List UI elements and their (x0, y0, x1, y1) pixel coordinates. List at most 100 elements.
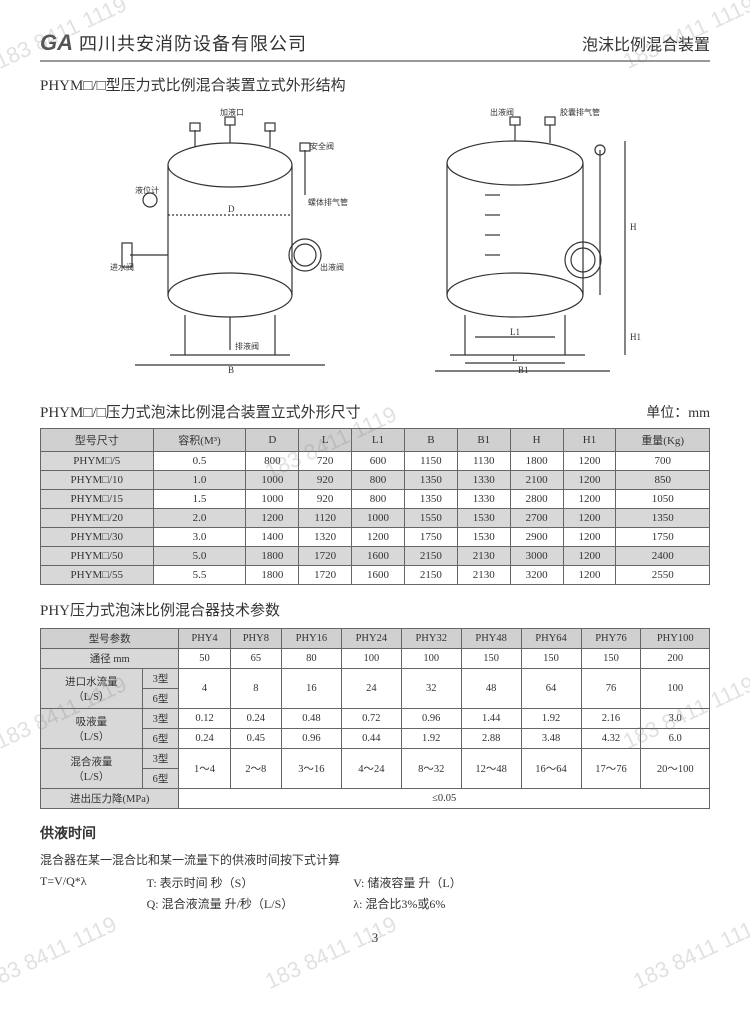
table-header: 重量(Kg) (616, 429, 710, 452)
table-cell: 2130 (457, 566, 510, 585)
table-cell: PHYM□/5 (41, 452, 154, 471)
table-header: B1 (457, 429, 510, 452)
svg-text:排液阀: 排液阀 (235, 341, 259, 351)
table-cell: 0.96 (401, 709, 461, 729)
table-cell: PHYM□/10 (41, 471, 154, 490)
table-cell: 2550 (616, 566, 710, 585)
table-cell: 800 (352, 471, 405, 490)
table-cell: 150 (581, 649, 641, 669)
table-cell: 1750 (616, 528, 710, 547)
table-cell: 1800 (510, 452, 563, 471)
table-cell: 5.0 (153, 547, 246, 566)
section2-bar: PHYM□/□压力式泡沫比例混合装置立式外形尺寸 单位：mm (40, 395, 710, 428)
table-cell: 1350 (404, 490, 457, 509)
table-cell: 65 (230, 649, 281, 669)
table-cell: 1000 (246, 490, 299, 509)
table-cell: 2100 (510, 471, 563, 490)
svg-text:H: H (630, 222, 637, 232)
table-cell: 3.0 (153, 528, 246, 547)
table-cell: 1200 (352, 528, 405, 547)
def-Q: Q: 混合液流量 升/秒（L/S） (147, 895, 294, 912)
table-cell: 0.45 (230, 729, 281, 749)
table-cell: 800 (352, 490, 405, 509)
table-cell: 8～32 (401, 749, 461, 789)
table-header: PHY8 (230, 629, 281, 649)
watermark: 183 8411 1119 (261, 911, 401, 995)
svg-text:出液阀: 出液阀 (490, 107, 514, 117)
table-cell: 2.88 (461, 729, 521, 749)
table-cell: 2800 (510, 490, 563, 509)
row-sublabel: 6型 (142, 729, 179, 749)
table-cell: 2400 (616, 547, 710, 566)
table-cell: 1350 (404, 471, 457, 490)
def-T: T: 表示时间 秒（S） (147, 874, 294, 891)
dimensions-table: 型号尺寸容积(M³)DLL1BB1HH1重量(Kg)PHYM□/50.58007… (40, 428, 710, 585)
table-cell: 800 (246, 452, 299, 471)
supply-defs: T=V/Q*λ T: 表示时间 秒（S） Q: 混合液流量 升/秒（L/S） V… (40, 874, 710, 912)
table-cell: 1.5 (153, 490, 246, 509)
table-header: H1 (563, 429, 616, 452)
svg-text:B1: B1 (518, 365, 529, 375)
table-cell: 1～4 (179, 749, 230, 789)
table-cell: 2130 (457, 547, 510, 566)
table-cell: 6.0 (641, 729, 710, 749)
section1-title: PHYM□/□型压力式比例混合装置立式外形结构 (40, 74, 710, 95)
table-cell: 1200 (563, 528, 616, 547)
table-cell: 1050 (616, 490, 710, 509)
table-cell: 2150 (404, 547, 457, 566)
table-cell: 700 (616, 452, 710, 471)
table-header: L (299, 429, 352, 452)
table-cell: 1130 (457, 452, 510, 471)
svg-text:出液阀: 出液阀 (320, 262, 344, 272)
table-cell: 1200 (563, 566, 616, 585)
svg-text:D: D (228, 204, 235, 214)
table-cell: 16～64 (521, 749, 581, 789)
svg-text:B: B (228, 365, 234, 375)
table-header: PHY24 (341, 629, 401, 649)
table-cell: 1200 (563, 509, 616, 528)
svg-text:安全阀: 安全阀 (310, 141, 334, 151)
table-cell: 1200 (563, 547, 616, 566)
page-header: GA 四川共安消防设备有限公司 泡沫比例混合装置 (40, 30, 710, 62)
logo: GA (40, 30, 73, 56)
table-header: 型号参数 (41, 629, 179, 649)
table-cell: 76 (581, 669, 641, 709)
table-cell: 0.96 (281, 729, 341, 749)
table-cell: 0.24 (230, 709, 281, 729)
table-cell: 100 (641, 669, 710, 709)
diagram-row: D B 加液口 安全阀 液位计 螺体排气管 进水阀 出液阀 排液阀 (40, 105, 710, 375)
svg-text:进水阀: 进水阀 (110, 262, 134, 272)
table-cell: 16 (281, 669, 341, 709)
table-cell: 1600 (352, 547, 405, 566)
table-cell: 1330 (457, 471, 510, 490)
table-cell: 1120 (299, 509, 352, 528)
table-cell: PHYM□/50 (41, 547, 154, 566)
table-header: PHY16 (281, 629, 341, 649)
table-cell: 1750 (404, 528, 457, 547)
table-header: 容积(M³) (153, 429, 246, 452)
table-cell: 50 (179, 649, 230, 669)
table-cell: 2～8 (230, 749, 281, 789)
table-header: PHY48 (461, 629, 521, 649)
table-cell: 2.16 (581, 709, 641, 729)
page-number: 3 (40, 930, 710, 946)
watermark: 183 8411 1119 (0, 911, 121, 995)
table-cell: 1200 (563, 490, 616, 509)
table-cell: 720 (299, 452, 352, 471)
table-cell: 1550 (404, 509, 457, 528)
table-cell: 1.92 (521, 709, 581, 729)
table-cell: 1800 (246, 566, 299, 585)
def-V: V: 储液容量 升（L） (353, 874, 461, 891)
table-cell: 1330 (457, 490, 510, 509)
table-cell: 0.5 (153, 452, 246, 471)
table-cell: 5.5 (153, 566, 246, 585)
table-cell: 4 (179, 669, 230, 709)
table-cell: 0.44 (341, 729, 401, 749)
diagram-side: H H1 L L1 B1 出液阀 胶囊排气管 (390, 105, 650, 375)
table-cell: 1530 (457, 509, 510, 528)
table-cell: 3000 (510, 547, 563, 566)
table-header: D (246, 429, 299, 452)
table-cell: 1350 (616, 509, 710, 528)
diagram-front: D B 加液口 安全阀 液位计 螺体排气管 进水阀 出液阀 排液阀 (100, 105, 360, 375)
table-cell: 920 (299, 471, 352, 490)
